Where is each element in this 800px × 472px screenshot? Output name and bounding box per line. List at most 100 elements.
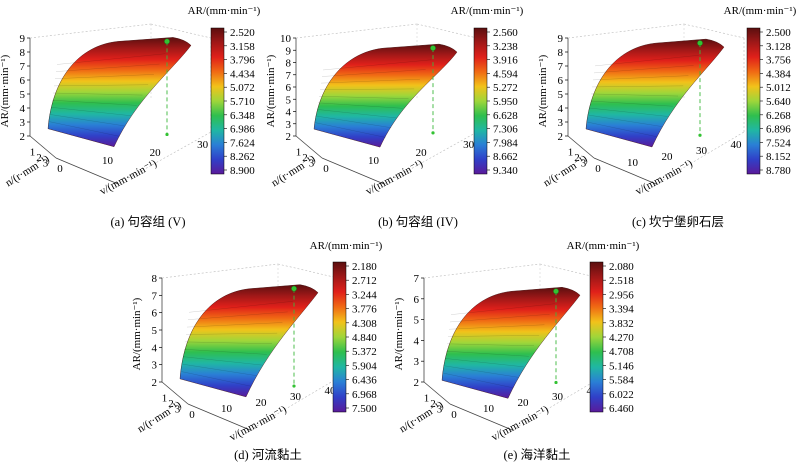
- z-tick-label: 3: [286, 119, 292, 131]
- x-axis-title: n/(r·mm⁻¹): [269, 153, 318, 190]
- x-axis-title: n/(r·mm⁻¹): [541, 153, 590, 190]
- colorbar-tick-label: 6.460: [609, 403, 634, 415]
- surface-mesh-line: [317, 102, 403, 109]
- z-tick-label: 2: [20, 131, 26, 143]
- colorbar-tick-label: 8.900: [230, 165, 255, 177]
- z-tick-label: 5: [414, 315, 420, 327]
- colorbar-title: AR/(mm·min⁻¹): [310, 240, 383, 252]
- optimum-point: [697, 40, 703, 46]
- colorbar-tick-label: 4.708: [609, 346, 634, 358]
- z-tick-label: 9: [20, 33, 26, 45]
- z-tick-label: 2: [286, 131, 292, 143]
- x-axis-title: n/(r·mm⁻¹): [397, 399, 446, 436]
- colorbar-tick-label: 3.776: [352, 304, 377, 316]
- colorbar: [746, 27, 761, 175]
- x-axis-line: [423, 381, 451, 405]
- panel-e: 234567AR/(mm·min⁻¹)123n/(r·mm⁻¹)01020304…: [393, 240, 640, 462]
- colorbar-tick-label: 8.662: [493, 151, 518, 163]
- surface-mesh-line: [322, 59, 432, 71]
- x-tick-label: 3: [437, 404, 443, 416]
- colorbar-tick-label: 9.340: [493, 165, 518, 177]
- y-axis-line: [593, 157, 657, 185]
- z-tick-label: 3: [152, 360, 158, 372]
- surface-mesh-line: [587, 114, 663, 127]
- box-edge: [683, 23, 745, 39]
- colorbar-tick-label: 2.712: [352, 275, 377, 287]
- surface-mesh-line: [447, 335, 540, 337]
- x-tick-label: 1: [296, 147, 302, 159]
- colorbar-tick-label: 4.434: [230, 68, 255, 80]
- y-tick-label: 0: [595, 163, 601, 175]
- colorbar-tick-label: 2.520: [230, 27, 255, 39]
- colorbar-tick-label: 5.012: [766, 82, 791, 94]
- colorbar-tick-label: 4.308: [352, 318, 377, 330]
- z-tick-label: 7: [558, 61, 564, 73]
- y-axis-line: [321, 157, 385, 185]
- colorbar: [210, 27, 225, 175]
- colorbar-title: AR/(mm·min⁻¹): [451, 5, 524, 17]
- z-tick-label: 8: [558, 47, 564, 59]
- optimum-point: [553, 288, 559, 295]
- x-tick-label: 1: [162, 393, 168, 405]
- y-tick-label: 20: [662, 151, 674, 163]
- z-tick-label: 10: [280, 33, 292, 45]
- surface-mesh-line: [51, 99, 137, 106]
- colorbar-tick-label: 2.180: [352, 261, 377, 273]
- optimum-base-point: [431, 131, 435, 135]
- z-tick-label: 4: [414, 335, 420, 347]
- z-tick-label: 5: [20, 89, 26, 101]
- colorbar-tick-label: 2.080: [609, 261, 634, 273]
- colorbar-tick-label: 7.306: [493, 124, 518, 136]
- surface-mesh-line: [48, 121, 120, 137]
- x-tick-label: 3: [309, 158, 315, 170]
- colorbar-tick-label: 5.372: [352, 346, 377, 358]
- z-tick-label: 6: [152, 308, 158, 320]
- x-tick-label: 1: [30, 147, 36, 159]
- y-tick-label: 0: [451, 409, 457, 421]
- surface-mesh-line: [52, 92, 143, 96]
- y-tick-label: 0: [57, 163, 63, 175]
- colorbar-tick-label: 3.158: [230, 41, 255, 53]
- y-axis-line: [55, 157, 119, 185]
- colorbar-tick-label: 3.128: [766, 41, 791, 53]
- z-tick-label: 7: [152, 290, 158, 302]
- colorbar-tick-label: 4.384: [766, 68, 791, 80]
- surface-mesh-line: [56, 53, 166, 65]
- x-tick-label: 1: [568, 147, 574, 159]
- z-tick-label: 8: [20, 47, 26, 59]
- colorbar-tick-label: 3.916: [493, 55, 518, 67]
- x-tick-label: 2: [302, 152, 308, 164]
- colorbar-tick-label: 6.268: [766, 110, 791, 122]
- colorbar-tick-label: 5.904: [352, 360, 377, 372]
- x-axis-line: [161, 381, 189, 405]
- surface-mesh-line: [184, 341, 273, 345]
- x-tick-label: 2: [36, 152, 42, 164]
- surface-mesh-line: [54, 74, 154, 79]
- z-tick-label: 3: [558, 117, 564, 129]
- box-edge: [416, 23, 478, 39]
- colorbar-title: AR/(mm·min⁻¹): [188, 5, 261, 17]
- y-tick-label: 40: [325, 385, 337, 397]
- colorbar-tick-label: 7.524: [766, 137, 791, 149]
- colorbar-tick-label: 6.968: [352, 389, 377, 401]
- y-tick-label: 30: [290, 391, 302, 403]
- surface-mesh-line: [445, 350, 529, 357]
- colorbar-tick-label: 5.072: [230, 82, 255, 94]
- colorbar-tick-label: 7.500: [352, 403, 377, 415]
- response-surface: [47, 37, 192, 147]
- surface-mesh-line: [181, 363, 257, 376]
- x-axis-title: n/(r·mm⁻¹): [135, 399, 184, 436]
- z-tick-label: 4: [20, 103, 26, 115]
- y-tick-label: 10: [102, 155, 114, 167]
- surface-mesh-line: [448, 324, 545, 330]
- surface-mesh-line: [586, 121, 658, 138]
- colorbar-tick-label: 6.022: [609, 389, 634, 401]
- box-edge: [295, 23, 418, 39]
- response-surface: [441, 287, 581, 399]
- y-axis-title: v/(mm·min⁻¹): [490, 403, 551, 443]
- surface-mesh-line: [446, 343, 535, 347]
- surface-mesh-line: [588, 107, 668, 117]
- response-surface: [585, 38, 725, 148]
- colorbar-tick-label: 6.348: [230, 110, 255, 122]
